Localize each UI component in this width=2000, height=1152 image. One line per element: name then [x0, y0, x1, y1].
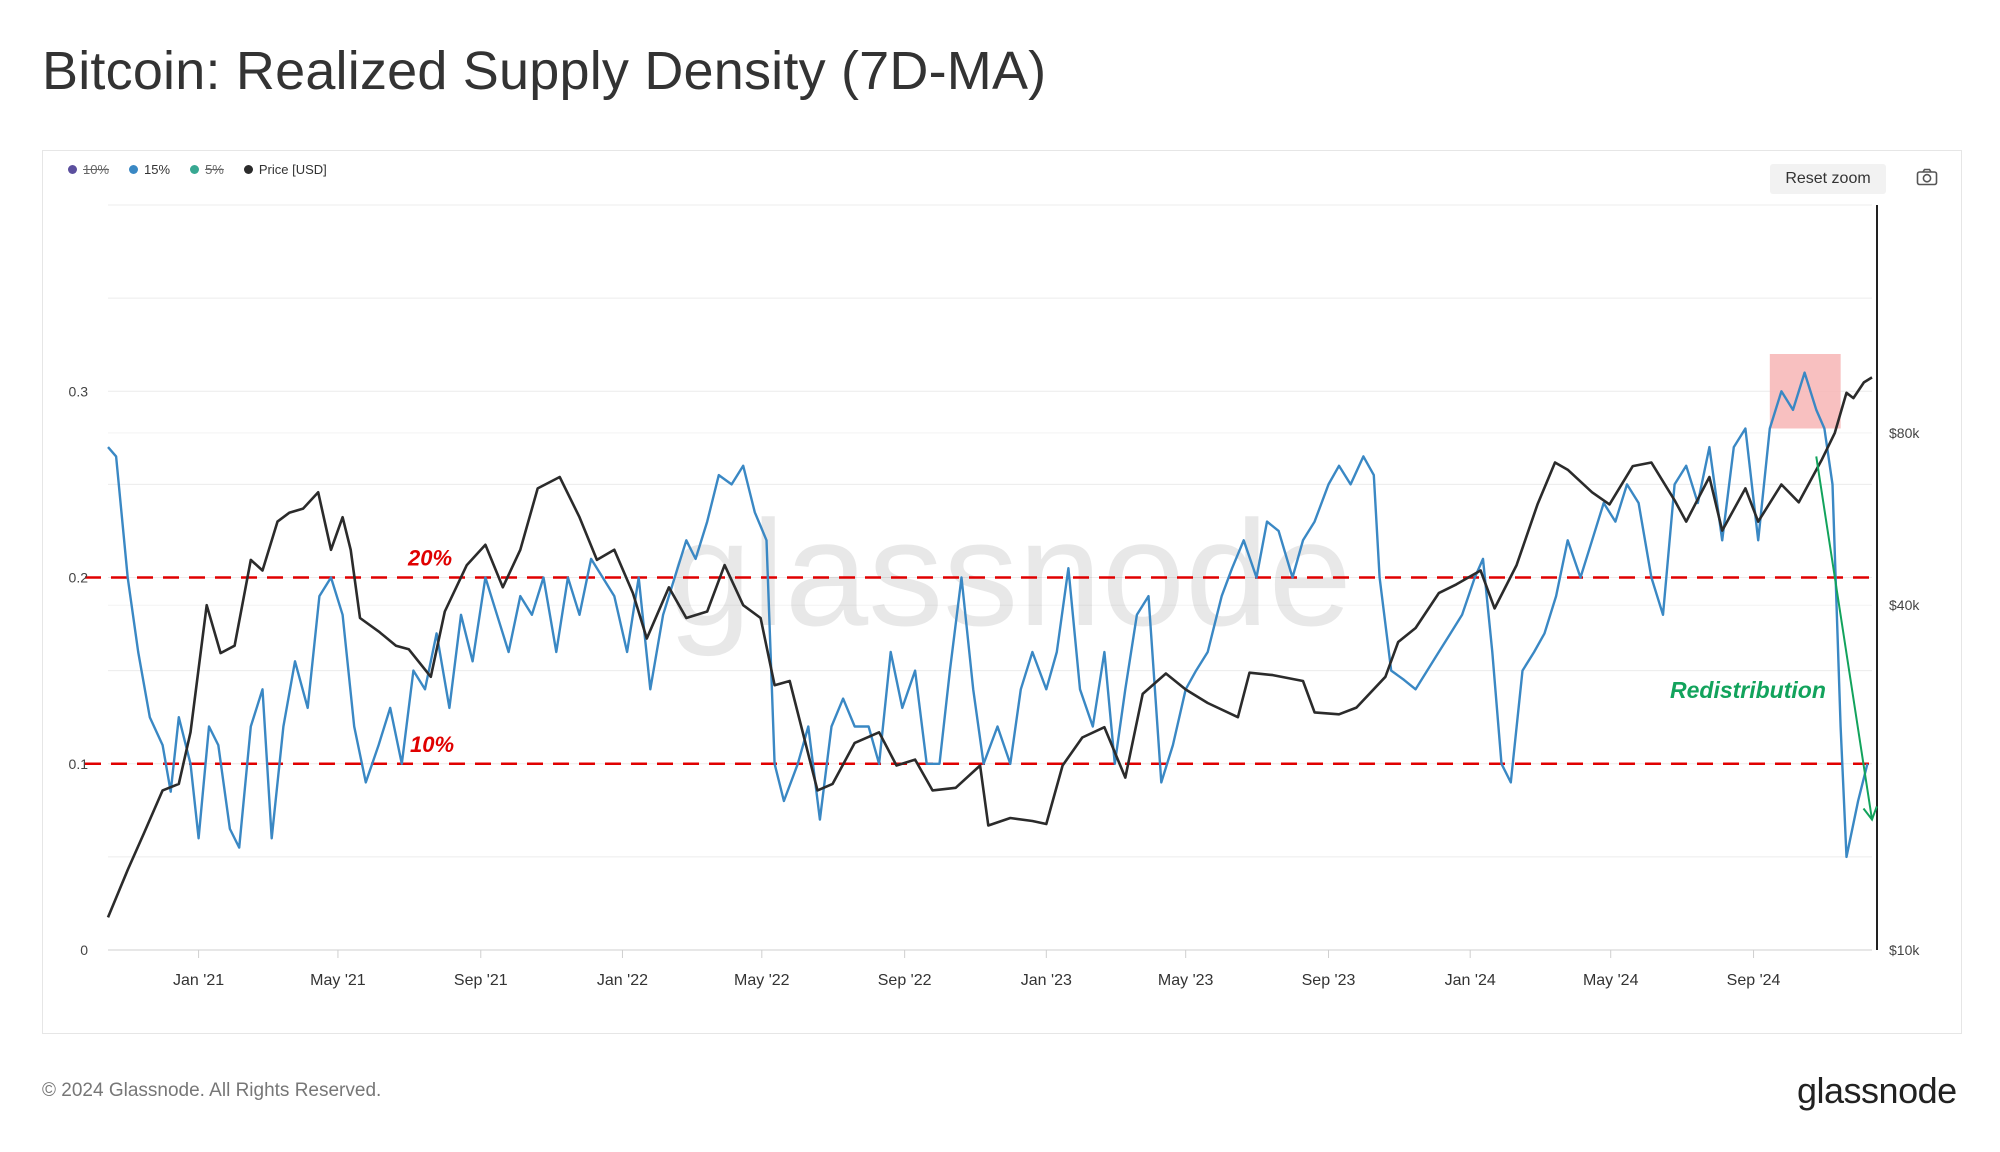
series-line-15 [107, 371, 1869, 859]
watermark: glassnode [668, 489, 1352, 657]
right-tick-label: $80k [1889, 425, 1920, 441]
legend-label-5: 5% [205, 162, 224, 177]
legend-item-10[interactable]: 10% [68, 162, 109, 177]
x-tick-label: Sep '22 [878, 972, 932, 989]
x-tick-label: Sep '21 [454, 972, 508, 989]
x-tick-label: May '22 [734, 972, 790, 989]
left-tick-label: 0 [80, 942, 88, 958]
x-tick-label: Jan '24 [1445, 972, 1496, 989]
legend-item-5[interactable]: 5% [190, 162, 224, 177]
redistribution-arrow-line [1815, 456, 1873, 820]
x-tick-label: May '23 [1158, 972, 1214, 989]
x-tick-label: Jan '22 [597, 972, 648, 989]
x-tick-label: Jan '21 [173, 972, 224, 989]
left-tick-label: 0.3 [69, 383, 89, 399]
legend-dot-5 [190, 165, 200, 174]
x-tick-label: Sep '24 [1727, 972, 1781, 989]
right-tick-label: $10k [1889, 942, 1920, 958]
axis-layer: 0 0.1 0.2 0.3 $10k $40k $80k Jan '21 May '21 Sep … [69, 205, 1920, 989]
x-tick-label: May '24 [1583, 972, 1639, 989]
page-title: Bitcoin: Realized Supply Density (7D-MA) [42, 41, 1047, 101]
right-tick-label: $40k [1889, 597, 1920, 613]
annotation-layer: Redistribution [1670, 456, 1878, 822]
redistribution-label: Redistribution [1670, 677, 1826, 703]
threshold-label: 10% [410, 732, 454, 757]
x-tick-label: May '21 [310, 972, 366, 989]
brand-logo: glassnode [1797, 1070, 1957, 1111]
left-tick-label: 0.2 [69, 570, 89, 586]
series-layer [106, 371, 1873, 918]
threshold-lines: 20% 10% [85, 546, 1872, 765]
copyright-text: © 2024 Glassnode. All Rights Reserved. [42, 1080, 382, 1101]
legend-item-price[interactable]: Price [USD] [243, 162, 327, 177]
legend-dot-price [243, 165, 253, 174]
chart-legend: 10% 15% 5% Price [USD] [68, 162, 327, 177]
legend-dot-15 [129, 165, 139, 174]
legend-item-15[interactable]: 15% [129, 162, 170, 177]
redistribution-arrow-head [1862, 806, 1878, 822]
legend-label-price: Price [USD] [258, 162, 327, 177]
legend-label-10: 10% [83, 162, 110, 177]
legend-label-15: 15% [144, 162, 171, 177]
camera-icon[interactable] [1916, 168, 1938, 186]
legend-dot-10 [68, 165, 77, 174]
threshold-label: 20% [407, 546, 452, 571]
x-tick-label: Jan '23 [1021, 972, 1072, 989]
reset-zoom-button[interactable]: Reset zoom [1770, 164, 1886, 194]
series-line-price [106, 376, 1873, 918]
left-tick-label: 0.1 [69, 756, 89, 772]
chart-frame [42, 150, 1962, 1034]
x-tick-label: Sep '23 [1302, 972, 1356, 989]
